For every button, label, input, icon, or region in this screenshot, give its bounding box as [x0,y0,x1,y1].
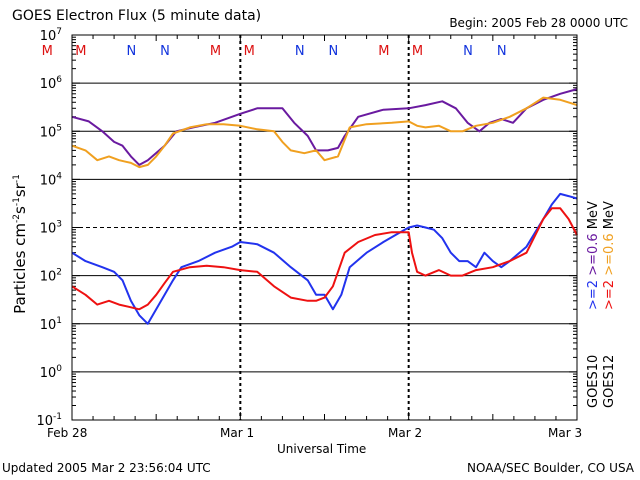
y-tick-label: 105 [40,123,62,140]
marker-n: N [463,44,473,59]
marker-n: N [295,44,305,59]
y-tick-label: 100 [40,364,63,381]
marker-m: M [378,44,389,59]
marker-n: N [160,44,170,59]
marker-m: M [412,44,423,59]
goes12-label: GOES12 [602,354,617,408]
x-tick-label-feb28: Feb 28 [47,426,88,440]
marker-m: M [210,44,221,59]
goes10-label: GOES10 [586,354,601,408]
plot-frame [71,34,578,421]
series-goes12-0-6-mev [71,96,578,169]
y-tick-label: 103 [40,220,62,237]
x-axis-label: Universal Time [277,442,367,456]
y-tick-label: 10-1 [36,412,62,429]
marker-n: N [126,44,136,59]
goes12-energy-label: >=2 >=0.6 MeV [602,201,617,310]
series-goes10-0-6-mev [71,88,578,166]
marker-m: M [244,44,255,59]
series-goes12-2-mev [71,207,578,311]
marker-n: N [497,44,507,59]
marker-m: M [42,44,53,59]
y-tick-labels: 10-1 100 101 102 103 104 105 106 107 [36,27,62,429]
y-tick-label: 107 [40,27,62,44]
y-tick-label: 101 [40,316,62,333]
begin-timestamp: Begin: 2005 Feb 28 0000 UTC [449,16,628,30]
y-tick-label: 106 [40,75,63,92]
x-tick-label-mar3: Mar 3 [548,426,583,440]
goes10-energy-label: >=2 >=0.6 MeV [586,201,601,310]
series-goes10-2-mev [71,192,578,325]
y-tick-label: 102 [40,268,62,285]
marker-m: M [75,44,86,59]
x-tick-label-mar2: Mar 2 [388,426,423,440]
updated-timestamp: Updated 2005 Mar 2 23:56:04 UTC [2,461,211,475]
x-tick-label-mar1: Mar 1 [220,426,255,440]
y-tick-label: 104 [40,171,63,188]
grid-lines [72,82,577,373]
chart-title: GOES Electron Flux (5 minute data) [12,8,262,24]
series-lines [71,88,578,325]
credit-text: NOAA/SEC Boulder, CO USA [467,461,634,475]
marker-n: N [328,44,338,59]
